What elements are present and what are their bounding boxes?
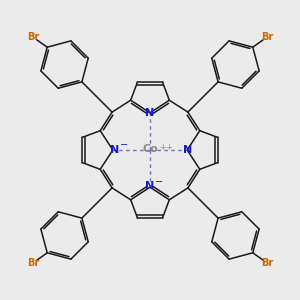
Text: N: N xyxy=(146,181,154,191)
Text: ++: ++ xyxy=(159,143,172,152)
Text: Co: Co xyxy=(142,144,158,154)
Text: N: N xyxy=(110,145,119,155)
Text: Br: Br xyxy=(27,258,39,268)
Text: −: − xyxy=(155,177,163,187)
Text: Br: Br xyxy=(261,258,273,268)
Text: N: N xyxy=(182,145,192,155)
Text: N: N xyxy=(146,108,154,118)
Text: Br: Br xyxy=(261,32,273,42)
Text: −: − xyxy=(120,140,128,150)
Text: Br: Br xyxy=(27,32,39,42)
